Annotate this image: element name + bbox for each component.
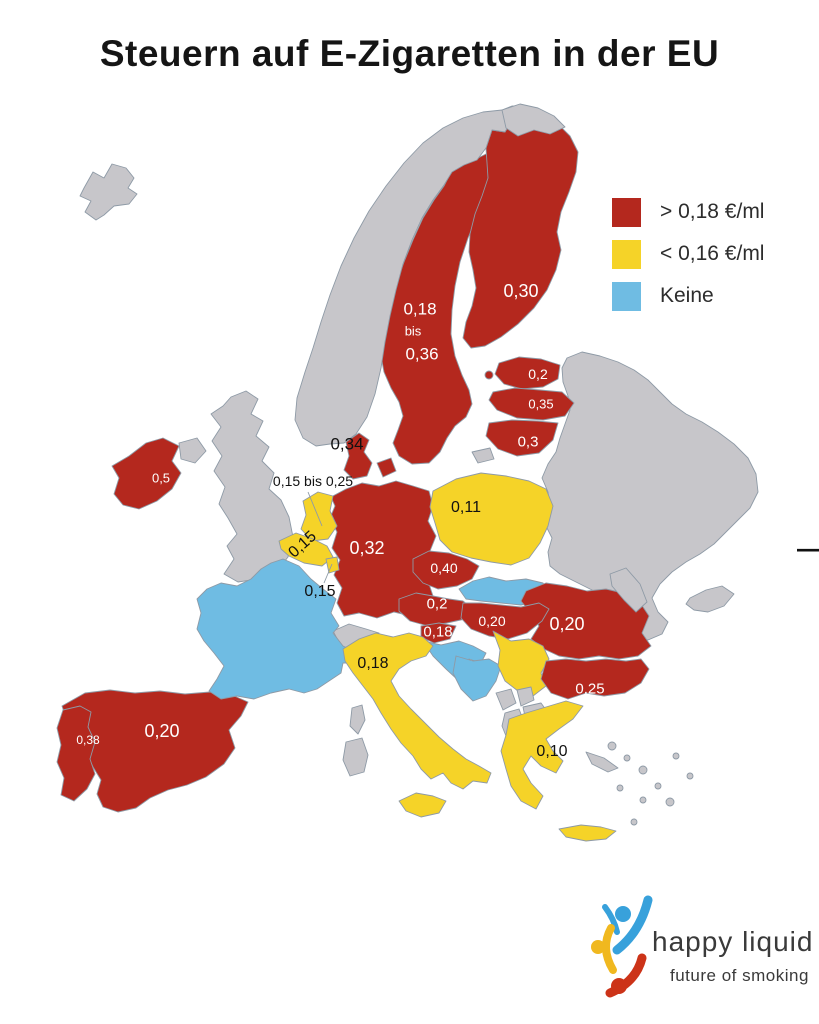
logo-tagline: future of smoking bbox=[670, 966, 809, 985]
legend-swatch-red bbox=[612, 197, 641, 227]
luxembourg-pointer-line bbox=[323, 563, 333, 584]
legend-label-low: < 0,16 €/ml bbox=[660, 242, 765, 265]
country-portugal bbox=[56, 705, 96, 802]
country-romania bbox=[520, 582, 652, 660]
edge-dash-mark: — bbox=[797, 533, 819, 564]
country-italy bbox=[342, 632, 492, 790]
country-spain bbox=[61, 689, 249, 813]
page-title: Steuern auf E-Zigaretten in der EU bbox=[99, 33, 720, 74]
region-finnmark bbox=[501, 103, 566, 137]
island-zealand bbox=[376, 457, 397, 478]
legend-swatch-blue bbox=[612, 281, 641, 311]
netherlands-pointer-line bbox=[307, 491, 323, 527]
country-bulgaria bbox=[540, 658, 650, 700]
country-latvia bbox=[488, 387, 575, 421]
legend-swatch-yellow bbox=[612, 239, 641, 269]
happy-liquid-logo: happy liquid future of smoking bbox=[586, 890, 816, 1005]
logo-figures-icon bbox=[591, 895, 653, 998]
country-uk bbox=[210, 390, 294, 583]
island-saaremaa bbox=[484, 370, 494, 380]
country-france bbox=[196, 558, 358, 700]
legend-label-none: Keine bbox=[660, 284, 714, 307]
country-bosnia bbox=[452, 655, 502, 702]
country-ireland bbox=[111, 437, 182, 510]
island-crete bbox=[558, 824, 617, 842]
country-poland bbox=[429, 472, 554, 566]
region-northern-ireland bbox=[178, 437, 207, 464]
country-montenegro bbox=[495, 688, 517, 711]
legend-row-high: > 0,18 €/ml bbox=[612, 197, 765, 227]
island-sardinia bbox=[342, 737, 369, 777]
country-hungary bbox=[460, 602, 550, 640]
island-sicily bbox=[398, 792, 447, 818]
legend-row-none: Keine bbox=[612, 281, 764, 311]
island-corsica bbox=[349, 704, 366, 735]
legend: > 0,18 €/ml < 0,16 €/ml Keine bbox=[612, 197, 765, 324]
country-czechia bbox=[412, 550, 480, 590]
legend-row-low: < 0,16 €/ml bbox=[612, 239, 765, 269]
country-iceland bbox=[79, 163, 138, 221]
country-luxembourg bbox=[325, 556, 340, 574]
region-kaliningrad bbox=[471, 447, 495, 464]
aegean-islands bbox=[607, 741, 694, 826]
country-moldova bbox=[609, 567, 648, 613]
country-estonia bbox=[494, 356, 561, 390]
legend-label-high: > 0,18 €/ml bbox=[660, 200, 765, 223]
logo-name: happy liquid bbox=[652, 926, 814, 957]
country-russia-belarus-ukraine bbox=[541, 351, 759, 641]
country-kosovo bbox=[516, 686, 535, 707]
country-netherlands bbox=[300, 491, 338, 542]
country-denmark bbox=[343, 432, 373, 480]
country-lithuania bbox=[485, 419, 559, 457]
region-crimea bbox=[685, 585, 735, 613]
island-euboea bbox=[585, 751, 619, 773]
country-greece bbox=[500, 700, 584, 810]
